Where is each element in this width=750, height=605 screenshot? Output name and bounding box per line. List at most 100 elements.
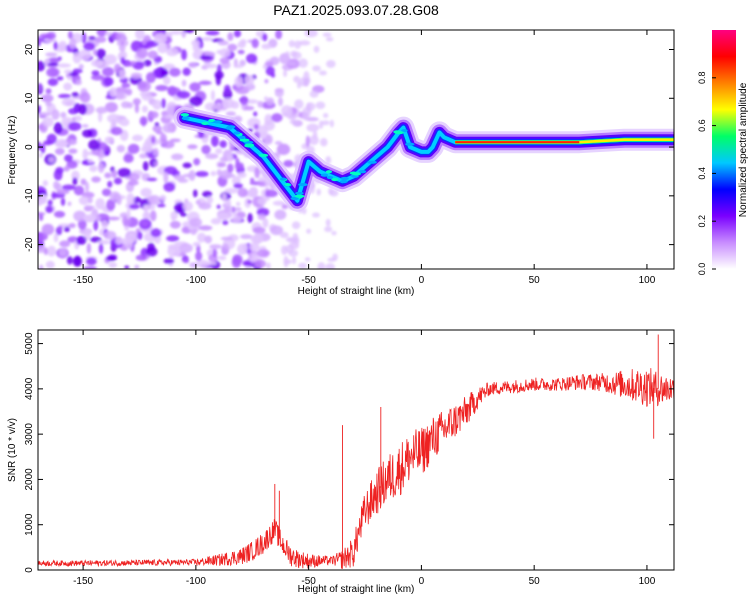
noise-blob bbox=[263, 96, 269, 102]
noise-blob bbox=[245, 53, 258, 64]
noise-blob bbox=[110, 126, 123, 136]
noise-blob bbox=[159, 194, 167, 202]
noise-blob bbox=[163, 166, 178, 175]
ridge-hotspot bbox=[180, 113, 190, 117]
noise-blob bbox=[47, 62, 59, 67]
noise-blob bbox=[97, 162, 105, 174]
noise-blob bbox=[256, 249, 271, 257]
noise-blob bbox=[163, 182, 176, 192]
noise-blob bbox=[318, 70, 327, 76]
noise-blob bbox=[160, 68, 167, 77]
ridge-hotspot bbox=[298, 182, 308, 187]
noise-blob bbox=[83, 42, 96, 51]
noise-blob bbox=[102, 66, 114, 77]
noise-blob bbox=[324, 226, 333, 233]
noise-blob bbox=[59, 240, 71, 248]
noise-blob bbox=[109, 87, 117, 98]
noise-blob bbox=[87, 159, 94, 164]
noise-blob bbox=[219, 57, 230, 64]
noise-blob bbox=[96, 48, 106, 59]
snr-xtick-label: -100 bbox=[186, 576, 206, 587]
noise-blob bbox=[299, 77, 308, 87]
noise-blob bbox=[142, 211, 151, 221]
noise-blob bbox=[95, 36, 107, 43]
noise-blob bbox=[72, 52, 82, 64]
ridge-hotspot bbox=[325, 170, 333, 174]
noise-blob bbox=[166, 235, 180, 242]
noise-blob bbox=[262, 33, 268, 42]
noise-blob bbox=[63, 226, 70, 233]
noise-blob bbox=[93, 219, 99, 231]
noise-blob bbox=[104, 136, 114, 144]
noise-blob bbox=[261, 43, 272, 50]
noise-blob bbox=[42, 180, 49, 187]
noise-blob bbox=[67, 201, 72, 207]
noise-blob bbox=[134, 103, 140, 114]
noise-blob bbox=[78, 63, 84, 70]
noise-blob bbox=[218, 255, 227, 261]
spectrogram-xtick-label: -100 bbox=[186, 275, 206, 286]
noise-blob bbox=[181, 49, 187, 61]
ridge-hotspot bbox=[339, 179, 348, 184]
snr-series-line bbox=[38, 368, 674, 569]
ridge-hotspot bbox=[244, 144, 254, 148]
noise-blob bbox=[117, 168, 132, 178]
noise-blob bbox=[198, 202, 212, 210]
noise-blob bbox=[95, 106, 108, 114]
noise-blob bbox=[49, 57, 61, 63]
noise-blob bbox=[225, 198, 232, 207]
noise-blob bbox=[38, 60, 46, 72]
noise-blob bbox=[159, 133, 167, 144]
noise-blob bbox=[262, 218, 269, 229]
ridge-hotspot bbox=[358, 170, 367, 174]
noise-blob bbox=[254, 166, 260, 179]
ridge-hotspot bbox=[326, 175, 334, 180]
noise-blob bbox=[162, 75, 171, 85]
noise-blob bbox=[183, 30, 195, 34]
noise-blob bbox=[88, 36, 96, 41]
colorbar-tick-label: 0.0 bbox=[697, 263, 707, 276]
noise-blob bbox=[46, 67, 60, 78]
noise-blob bbox=[257, 100, 264, 108]
noise-blob bbox=[38, 199, 42, 207]
noise-blob bbox=[205, 30, 220, 36]
noise-blob bbox=[153, 33, 167, 44]
noise-blob bbox=[116, 33, 122, 40]
noise-blob bbox=[97, 240, 111, 245]
noise-blob bbox=[294, 40, 302, 49]
noise-blob bbox=[198, 225, 213, 231]
noise-blob bbox=[215, 73, 222, 86]
noise-blob bbox=[205, 63, 218, 69]
noise-blob bbox=[192, 189, 198, 198]
snr-ytick-label: 0 bbox=[24, 567, 35, 573]
spectrogram-ylabel: Frequency (Hz) bbox=[7, 116, 18, 185]
noise-blob bbox=[244, 265, 252, 269]
noise-blob bbox=[142, 141, 153, 151]
noise-blob bbox=[74, 115, 83, 122]
noise-blob bbox=[73, 185, 85, 196]
noise-blob bbox=[285, 51, 290, 57]
ridge-hotspot bbox=[340, 176, 349, 181]
noise-blob bbox=[53, 180, 60, 190]
colorbar-tick-label: 0.2 bbox=[697, 215, 707, 228]
noise-blob bbox=[223, 207, 231, 214]
noise-blob bbox=[150, 210, 157, 222]
noise-blob bbox=[45, 32, 56, 40]
noise-blob bbox=[131, 60, 136, 66]
noise-blob bbox=[265, 134, 273, 145]
noise-blob bbox=[43, 140, 53, 146]
noise-blob bbox=[192, 241, 201, 247]
noise-blob bbox=[98, 110, 103, 123]
noise-blob bbox=[84, 181, 90, 193]
noise-blob bbox=[111, 169, 118, 179]
noise-blob bbox=[210, 171, 217, 177]
noise-blob bbox=[85, 215, 93, 223]
noise-blob bbox=[139, 116, 148, 126]
noise-blob bbox=[81, 124, 89, 128]
snr-ylabel: SNR (10 * v/v) bbox=[7, 418, 18, 482]
noise-blob bbox=[195, 251, 203, 262]
noise-blob bbox=[150, 135, 156, 144]
noise-blob bbox=[155, 84, 169, 92]
noise-blob bbox=[46, 245, 57, 257]
noise-blob bbox=[135, 254, 147, 261]
